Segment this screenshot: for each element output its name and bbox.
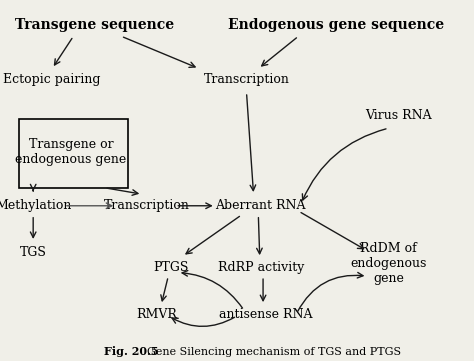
Text: antisense RNA: antisense RNA — [219, 308, 312, 321]
Text: RdDM of
endogenous
gene: RdDM of endogenous gene — [350, 242, 427, 285]
Text: Ectopic pairing: Ectopic pairing — [3, 73, 101, 86]
Text: Transgene sequence: Transgene sequence — [15, 18, 174, 32]
Text: Transcription: Transcription — [104, 199, 190, 212]
Text: Methylation: Methylation — [0, 199, 72, 212]
Text: TGS: TGS — [20, 246, 46, 259]
Text: Endogenous gene sequence: Endogenous gene sequence — [228, 18, 445, 32]
Text: PTGS: PTGS — [153, 261, 188, 274]
Text: Transgene or
endogenous gene: Transgene or endogenous gene — [16, 138, 127, 166]
Bar — [19, 119, 128, 188]
Text: RMVR: RMVR — [136, 308, 177, 321]
Text: Transcription: Transcription — [203, 73, 290, 86]
Text: RdRP activity: RdRP activity — [218, 261, 304, 274]
Text: Aberrant RNA: Aberrant RNA — [216, 199, 306, 212]
Text: Virus RNA: Virus RNA — [365, 109, 431, 122]
Text: Gene Silencing mechanism of TGS and PTGS: Gene Silencing mechanism of TGS and PTGS — [140, 347, 401, 357]
Text: Fig. 20.5: Fig. 20.5 — [104, 347, 159, 357]
